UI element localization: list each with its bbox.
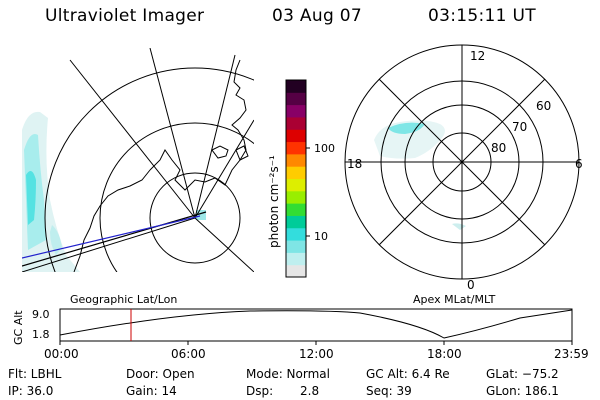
xtick-2359: 23:59: [554, 347, 589, 361]
mlt-label-0: 0: [467, 278, 475, 292]
mlat-label-70: 70: [512, 120, 527, 134]
colorbar-segment: [286, 215, 306, 229]
xtick-0600: 06:00: [171, 347, 206, 361]
ip-info: IP: 36.0: [8, 384, 54, 398]
aurora-emission-left: [22, 111, 206, 272]
colorbar-segment: [286, 153, 306, 167]
geographic-map: [22, 48, 254, 272]
mlt-label-12: 12: [470, 49, 485, 63]
colorbar-frame: [285, 79, 307, 278]
mlat-label-60: 60: [536, 99, 551, 113]
timeline-title-left: Geographic Lat/Lon: [70, 293, 177, 306]
gc-alt-info: GC Alt: 6.4 Re: [366, 367, 450, 381]
time-label: 03:15:11 UT: [428, 6, 536, 26]
xtick-1800: 18:00: [427, 347, 462, 361]
colorbar-segment: [286, 190, 306, 204]
colorbar-segment: [286, 129, 306, 143]
glon-info: GLon: 186.1: [486, 384, 559, 398]
filter-info: Flt: LBHL: [8, 367, 62, 381]
colorbar-segment: [286, 92, 306, 106]
ytick-bottom: 1.8: [32, 328, 50, 341]
colorbar-segment: [286, 240, 306, 253]
orbit-track-black: [22, 211, 207, 267]
x-ticks: [59, 341, 573, 345]
mode-info: Mode: Normal: [246, 367, 330, 381]
timeline-ylabel: GC Alt: [12, 310, 25, 345]
date-label: 03 Aug 07: [272, 6, 362, 26]
xtick-0000: 00:00: [44, 347, 79, 361]
colorbar-segment: [286, 203, 306, 216]
colorbar-segment: [286, 178, 306, 192]
colorbar-segment: [286, 141, 306, 155]
colorbar-label: photon cm⁻²s⁻¹: [267, 155, 281, 248]
colorbar-segment: [286, 264, 306, 278]
polar-plot: 12 18 6 0 60 70 80: [344, 44, 583, 292]
colorbar-segment: [286, 227, 306, 241]
instrument-title: Ultraviolet Imager: [45, 6, 205, 26]
altitude-curve: [59, 309, 573, 339]
mlt-label-18: 18: [347, 157, 362, 171]
altitude-timeline: Geographic Lat/Lon Apex MLat/MLT GC Alt …: [12, 293, 589, 361]
mlt-label-6: 6: [575, 157, 583, 171]
colorbar-segment: [286, 166, 306, 179]
gain-info: Gain: 14: [126, 384, 177, 398]
colorbar-segment: [286, 116, 306, 130]
dsp-value: 2.8: [300, 384, 320, 398]
colorbar-segment: [286, 104, 306, 118]
door-info: Door: Open: [126, 367, 195, 381]
colorbar-tick-100: 100: [314, 142, 335, 155]
timeline-title-right: Apex MLat/MLT: [413, 293, 496, 306]
mlat-label-80: 80: [491, 141, 506, 155]
colorbar: [285, 79, 310, 278]
colorbar-segment: [286, 252, 306, 266]
seq-info: Seq: 39: [366, 384, 412, 398]
ytick-top: 9.0: [32, 308, 50, 321]
orbit-track-blue: [22, 215, 201, 259]
xtick-1200: 12:00: [299, 347, 334, 361]
glat-info: GLat: −75.2: [486, 367, 559, 381]
dsp-label: Dsp:: [246, 384, 274, 398]
colorbar-segment: [286, 80, 306, 93]
colorbar-tick-10: 10: [314, 230, 328, 243]
